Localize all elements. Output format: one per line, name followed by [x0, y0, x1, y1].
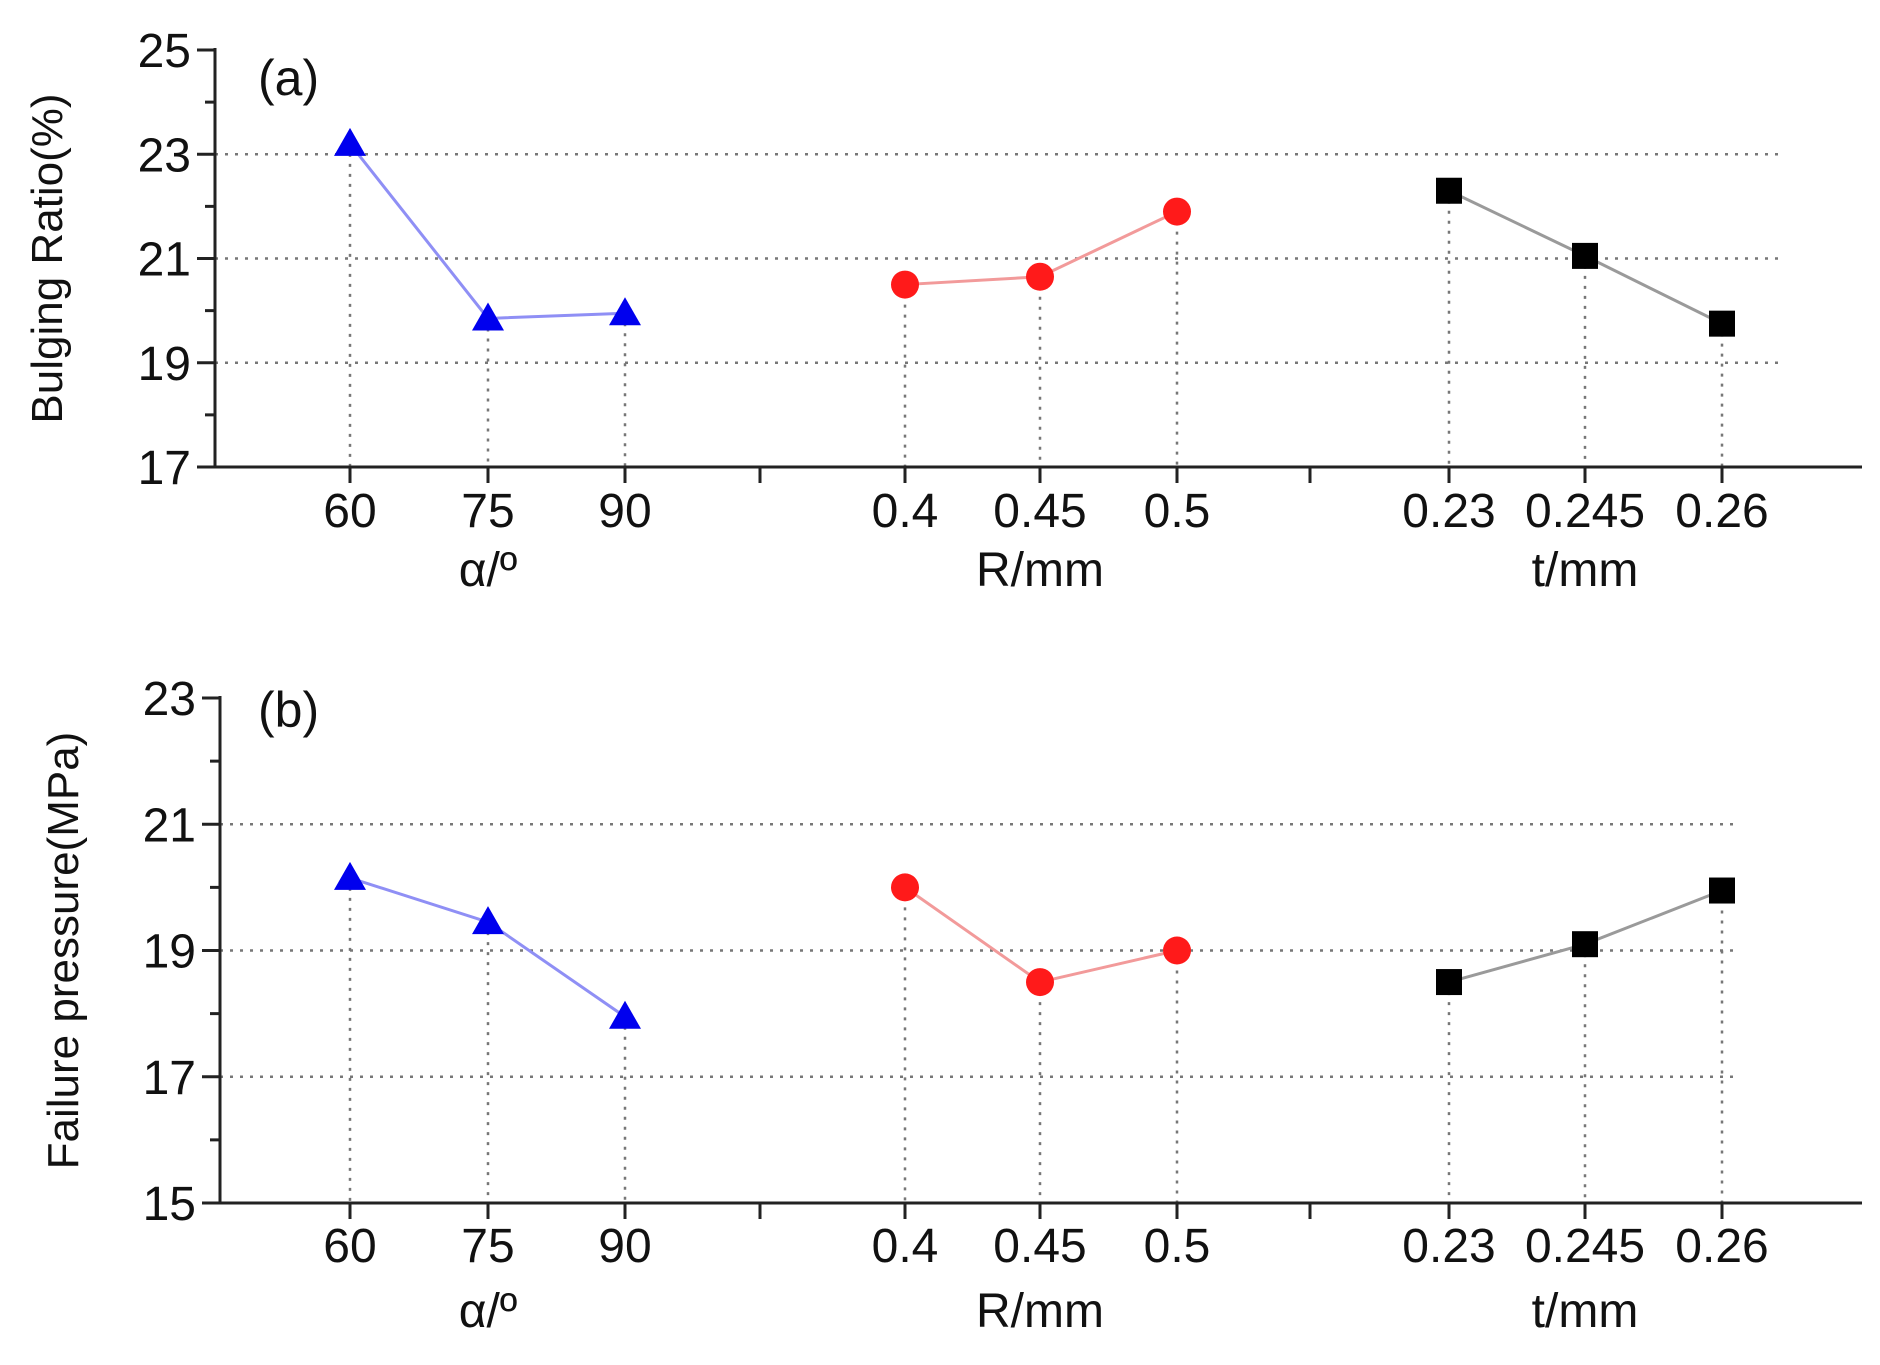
y-tick-label: 15 [143, 1178, 196, 1231]
data-point-triangle [334, 127, 366, 156]
x-tick-label: 0.23 [1402, 485, 1495, 538]
data-point-square [1572, 931, 1598, 958]
y-tick-label: 19 [138, 338, 191, 391]
data-point-square [1572, 242, 1598, 269]
x-tick-label: 60 [323, 1220, 376, 1273]
x-tick-label: 0.245 [1525, 485, 1645, 538]
x-tick-label: 0.4 [872, 1220, 939, 1273]
x-tick-label: 90 [598, 1220, 651, 1273]
y-axis-title: Failure pressure(MPa) [39, 732, 88, 1170]
x-group-label: t/mm [1532, 1285, 1639, 1338]
series-line [349, 876, 626, 1019]
series-triangle [334, 127, 641, 331]
data-point-triangle [609, 297, 641, 326]
y-tick-label: 21 [138, 234, 191, 287]
y-tick-label: 19 [143, 926, 196, 979]
data-point-circle [891, 270, 919, 299]
data-point-square [1436, 177, 1462, 204]
y-tick-label: 23 [143, 673, 196, 726]
data-point-circle [1163, 936, 1191, 965]
data-point-triangle [472, 302, 504, 331]
y-tick-label: 17 [138, 442, 191, 495]
x-group-label: t/mm [1532, 544, 1639, 597]
data-point-square [1709, 310, 1735, 337]
y-tick-label: 25 [138, 25, 191, 78]
series-triangle [334, 861, 641, 1029]
y-tick-label: 17 [143, 1052, 196, 1105]
x-tick-label: 0.5 [1144, 1220, 1211, 1273]
y-axis-title: Bulging Ratio(%) [23, 93, 72, 423]
series-line [904, 886, 1178, 984]
x-group-label: R/mm [976, 1285, 1104, 1338]
series-square [1436, 877, 1735, 996]
x-group-label: R/mm [976, 544, 1104, 597]
x-tick-label: 75 [461, 485, 514, 538]
data-point-square [1436, 969, 1462, 996]
x-tick-label: 0.45 [993, 1220, 1086, 1273]
x-tick-label: 75 [461, 1220, 514, 1273]
x-group-label: α/º [459, 544, 518, 597]
y-tick-label: 21 [143, 799, 196, 852]
x-tick-label: 0.5 [1144, 485, 1211, 538]
data-point-triangle [334, 861, 366, 890]
series-circle [891, 873, 1191, 997]
x-tick-label: 90 [598, 485, 651, 538]
x-tick-label: 60 [323, 485, 376, 538]
x-tick-label: 0.23 [1402, 1220, 1495, 1273]
panel-label: (b) [258, 682, 319, 738]
series-square [1436, 177, 1735, 337]
x-tick-label: 0.245 [1525, 1220, 1645, 1273]
data-point-triangle [609, 1000, 641, 1029]
x-tick-label: 0.26 [1675, 1220, 1768, 1273]
data-point-square [1709, 877, 1735, 904]
y-tick-label: 23 [138, 129, 191, 182]
series-line [348, 142, 626, 320]
x-group-label: α/º [459, 1285, 518, 1338]
panel-label: (a) [258, 50, 319, 106]
data-point-circle [1163, 197, 1191, 226]
x-tick-label: 0.26 [1675, 485, 1768, 538]
panel-a: 17 19 21 23 25 Bulging Ratio(%) (a) 60 75 90 α/º 0.… [23, 25, 1862, 597]
data-point-circle [891, 873, 919, 902]
panel-b: 15 17 19 21 23 Failure pressure(MPa) (b) 60 75 90… [39, 673, 1862, 1338]
data-point-circle [1026, 968, 1054, 997]
x-tick-label: 0.4 [872, 485, 939, 538]
x-tick-label: 0.45 [993, 485, 1086, 538]
data-point-triangle [472, 906, 504, 935]
series-circle [891, 197, 1191, 299]
data-point-circle [1026, 262, 1054, 291]
